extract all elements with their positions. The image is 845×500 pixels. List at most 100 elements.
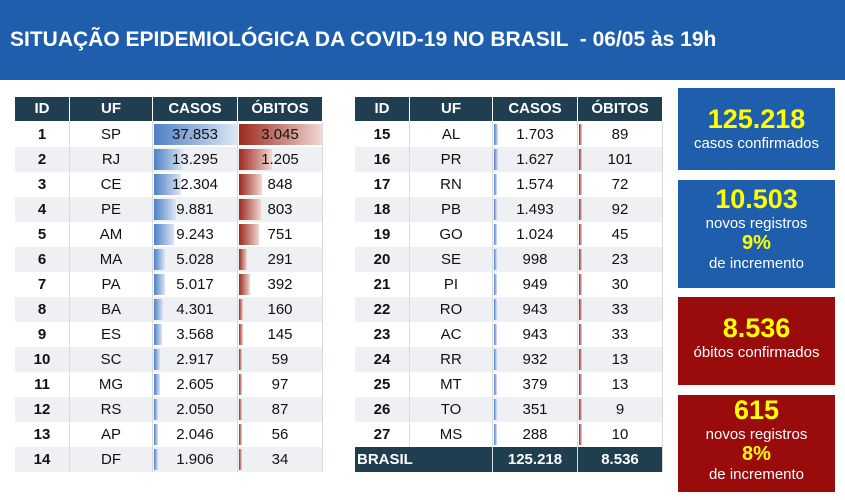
table-cell: 5.017 bbox=[153, 272, 238, 297]
table-cell: 13 bbox=[578, 372, 663, 397]
table-cell: 4.301 bbox=[153, 297, 238, 322]
cell-text: SP bbox=[100, 126, 121, 143]
table-cell: DF bbox=[70, 447, 153, 472]
cell-text: 16 bbox=[373, 151, 391, 168]
card-value: 125.218 bbox=[707, 104, 806, 134]
table-cell: 1.493 bbox=[493, 197, 578, 222]
column-header: CASOS bbox=[493, 97, 578, 121]
cell-text: 24 bbox=[373, 351, 391, 368]
data-bar bbox=[154, 249, 166, 270]
cell-text: RS bbox=[100, 401, 122, 418]
table-cell: 932 bbox=[493, 347, 578, 372]
table-cell: 10 bbox=[578, 422, 663, 447]
table-cell: 21 bbox=[355, 272, 410, 297]
cell-text: 2 bbox=[37, 151, 47, 168]
table-cell: 37.853 bbox=[153, 122, 238, 147]
cell-text: 23 bbox=[373, 326, 391, 343]
cell-text: 87 bbox=[271, 401, 289, 418]
cell-text: BA bbox=[100, 301, 121, 318]
cell-text: 943 bbox=[522, 301, 548, 318]
cell-text: AC bbox=[440, 326, 462, 343]
table-cell: 92 bbox=[578, 197, 663, 222]
table-cell: 379 bbox=[493, 372, 578, 397]
cell-text: DF bbox=[101, 451, 121, 468]
table-cell: 998 bbox=[493, 247, 578, 272]
table-cell: ES bbox=[70, 322, 153, 347]
cell-text: CE bbox=[100, 176, 122, 193]
cell-text: 37.853 bbox=[172, 126, 218, 143]
card-label: casos confirmados bbox=[693, 135, 820, 152]
table-cell: 351 bbox=[493, 397, 578, 422]
table-cell: 24 bbox=[355, 347, 410, 372]
cell-text: 1.574 bbox=[516, 176, 554, 193]
table-cell: BA bbox=[70, 297, 153, 322]
cell-text: 15 bbox=[373, 126, 391, 143]
card-value: 8.536 bbox=[722, 313, 791, 343]
table-cell: 45 bbox=[578, 222, 663, 247]
table-cell: GO bbox=[410, 222, 493, 247]
cell-text: 13 bbox=[611, 376, 629, 393]
table-cell: 943 bbox=[493, 322, 578, 347]
cell-text: MT bbox=[440, 376, 462, 393]
data-bar bbox=[579, 224, 582, 245]
data-bar bbox=[239, 124, 322, 145]
cell-text: 3 bbox=[37, 176, 47, 193]
card-label: novos registros bbox=[705, 215, 808, 232]
cell-text: 3.568 bbox=[176, 326, 214, 343]
cell-text: PB bbox=[440, 201, 461, 218]
cell-text: 72 bbox=[611, 176, 629, 193]
title-banner: SITUAÇÃO EPIDEMIOLÓGICA DA COVID-19 NO B… bbox=[0, 0, 845, 80]
table-cell: 2.050 bbox=[153, 397, 238, 422]
data-bar bbox=[154, 299, 164, 320]
table-cell: AL bbox=[410, 122, 493, 147]
cell-text: 6 bbox=[37, 251, 47, 268]
table-cell: AC bbox=[410, 322, 493, 347]
card-pct: 8% bbox=[742, 443, 771, 465]
cell-text: 5.028 bbox=[176, 251, 214, 268]
table-cell: 803 bbox=[238, 197, 323, 222]
column-header: ID bbox=[15, 97, 70, 121]
column-header: ÓBITOS bbox=[238, 97, 323, 121]
column-header-text: CASOS bbox=[508, 100, 562, 117]
column-header-text: ÓBITOS bbox=[591, 100, 649, 117]
data-bar bbox=[154, 149, 184, 170]
table-cell: 13.295 bbox=[153, 147, 238, 172]
table-cell: 26 bbox=[355, 397, 410, 422]
table-cell: 848 bbox=[238, 172, 323, 197]
card: 615 novos registros 8% de incremento bbox=[678, 395, 835, 492]
table-cell: RN bbox=[410, 172, 493, 197]
table-cell: PR bbox=[410, 147, 493, 172]
table-cell: RO bbox=[410, 297, 493, 322]
column-header-text: UF bbox=[101, 100, 121, 117]
table-cell: 288 bbox=[493, 422, 578, 447]
data-bar bbox=[579, 374, 582, 395]
cell-text: MG bbox=[98, 376, 124, 393]
card-value: 615 bbox=[733, 395, 780, 425]
cell-text: 751 bbox=[267, 226, 293, 243]
data-bar bbox=[239, 224, 260, 245]
table-cell: 59 bbox=[238, 347, 323, 372]
cell-text: 4.301 bbox=[176, 301, 214, 318]
cell-text: 25 bbox=[373, 376, 391, 393]
cell-text: 13.295 bbox=[172, 151, 218, 168]
card: 125.218 casos confirmados bbox=[678, 88, 835, 170]
data-bar bbox=[239, 149, 272, 170]
card-pct: 9% bbox=[742, 232, 771, 254]
table-cell: PI bbox=[410, 272, 493, 297]
cell-text: 45 bbox=[611, 226, 629, 243]
cell-text: 998 bbox=[522, 251, 548, 268]
data-bar bbox=[239, 424, 242, 445]
cell-text: 145 bbox=[267, 326, 293, 343]
card-value: 10.503 bbox=[715, 184, 798, 214]
table-cell: 3.568 bbox=[153, 322, 238, 347]
table-cell: 16 bbox=[355, 147, 410, 172]
cell-text: 2.917 bbox=[176, 351, 214, 368]
table-cell: 56 bbox=[238, 422, 323, 447]
cell-text: RR bbox=[440, 351, 462, 368]
cell-text: AL bbox=[441, 126, 461, 143]
table-cell: 27 bbox=[355, 422, 410, 447]
column-header: ÓBITOS bbox=[578, 97, 663, 121]
table-cell: 1.627 bbox=[493, 147, 578, 172]
data-bar bbox=[239, 349, 242, 370]
cell-text: PA bbox=[101, 276, 121, 293]
